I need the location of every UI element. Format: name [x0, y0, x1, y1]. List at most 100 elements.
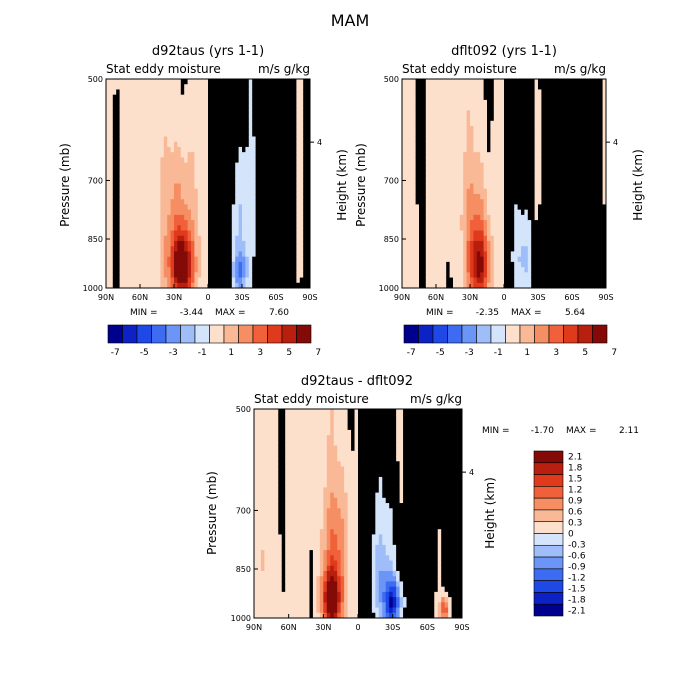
contour-cell [548, 131, 552, 137]
contour-cell [174, 246, 178, 252]
contour-cell [255, 162, 260, 169]
contour-cell [194, 214, 199, 221]
contour-cell [548, 152, 552, 158]
contour-cell [442, 277, 447, 284]
contour-cell [544, 136, 549, 143]
contour-cell [490, 131, 495, 137]
contour-cell [174, 204, 178, 211]
contour-cell [153, 199, 158, 205]
contour-cell [575, 152, 580, 158]
contour-cell [136, 79, 141, 85]
contour-cell [432, 136, 437, 143]
contour-cell [463, 157, 467, 164]
contour-cell [160, 173, 165, 179]
contour-cell [201, 225, 205, 231]
contour-cell [306, 277, 311, 284]
contour-cell [476, 126, 481, 132]
contour-cell [306, 188, 311, 195]
contour-cell [497, 157, 501, 164]
contour-cell [415, 141, 420, 148]
contour-cell [439, 235, 444, 242]
contour-cell [177, 188, 182, 195]
contour-cell [272, 84, 277, 90]
contour-cell [184, 267, 188, 273]
contour-cell [473, 167, 478, 174]
contour-cell [531, 251, 535, 258]
contour-cell [534, 136, 539, 143]
contour-cell [211, 272, 216, 278]
contour-cell [211, 220, 216, 226]
contour-cell [446, 272, 450, 278]
contour-cell [493, 230, 498, 237]
contour-cell [259, 272, 263, 278]
contour-cell [555, 94, 559, 101]
contour-cell [248, 282, 253, 289]
contour-cell [497, 235, 501, 242]
contour-cell [153, 84, 158, 90]
contour-cell [459, 251, 464, 258]
contour-cell [211, 235, 216, 242]
x-tick-label: 60N [428, 293, 444, 302]
contour-cell [191, 89, 195, 96]
contour-cell [116, 199, 120, 205]
contour-cell [225, 209, 229, 216]
contour-cell [527, 256, 532, 263]
contour-cell [254, 445, 258, 452]
contour-cell [211, 120, 216, 127]
contour-cell [252, 183, 256, 190]
contour-cell [228, 188, 233, 195]
contour-cell [187, 240, 192, 247]
contour-cell [578, 131, 583, 137]
contour-cell [282, 261, 287, 268]
contour-cell [133, 204, 137, 211]
contour-cell [473, 157, 478, 164]
contour-cell [534, 225, 539, 231]
contour-cell [446, 267, 450, 273]
contour-cell [180, 105, 185, 111]
contour-cell [157, 136, 161, 143]
contour-cell [463, 267, 467, 273]
contour-cell [599, 162, 603, 169]
contour-cell [446, 256, 450, 263]
contour-cell [293, 84, 297, 90]
contour-cell [551, 120, 556, 127]
contour-cell [136, 246, 141, 252]
contour-cell [218, 282, 222, 289]
contour-cell [293, 152, 297, 158]
contour-cell [126, 193, 131, 200]
contour-cell [248, 84, 253, 90]
contour-cell [296, 230, 301, 237]
contour-cell [565, 256, 569, 263]
contour-cell [531, 277, 535, 284]
contour-cell [265, 79, 270, 85]
contour-cell [177, 178, 182, 184]
contour-cell [170, 225, 175, 231]
contour-cell [254, 461, 258, 467]
contour-cell [490, 183, 495, 190]
contour-cell [402, 282, 406, 289]
contour-cell [419, 162, 423, 169]
contour-cell [595, 272, 600, 278]
contour-cell [112, 105, 117, 111]
contour-cell [517, 167, 522, 174]
contour-cell [534, 79, 539, 85]
contour-cell [493, 89, 498, 96]
contour-cell [296, 146, 301, 153]
contour-cell [194, 173, 199, 179]
contour-cell [595, 120, 600, 127]
contour-cell [582, 84, 586, 90]
contour-cell [160, 141, 165, 148]
contour-cell [527, 246, 532, 252]
contour-cell [204, 126, 209, 132]
contour-cell [470, 220, 474, 226]
contour-cell [140, 115, 144, 122]
contour-cell [174, 105, 178, 111]
contour-cell [415, 261, 420, 268]
contour-cell [524, 167, 529, 174]
contour-cell [412, 178, 416, 184]
contour-cell [589, 235, 593, 242]
contour-cell [402, 115, 406, 122]
contour-cell [157, 178, 161, 184]
contour-cell [402, 173, 406, 179]
contour-cell [449, 220, 454, 226]
